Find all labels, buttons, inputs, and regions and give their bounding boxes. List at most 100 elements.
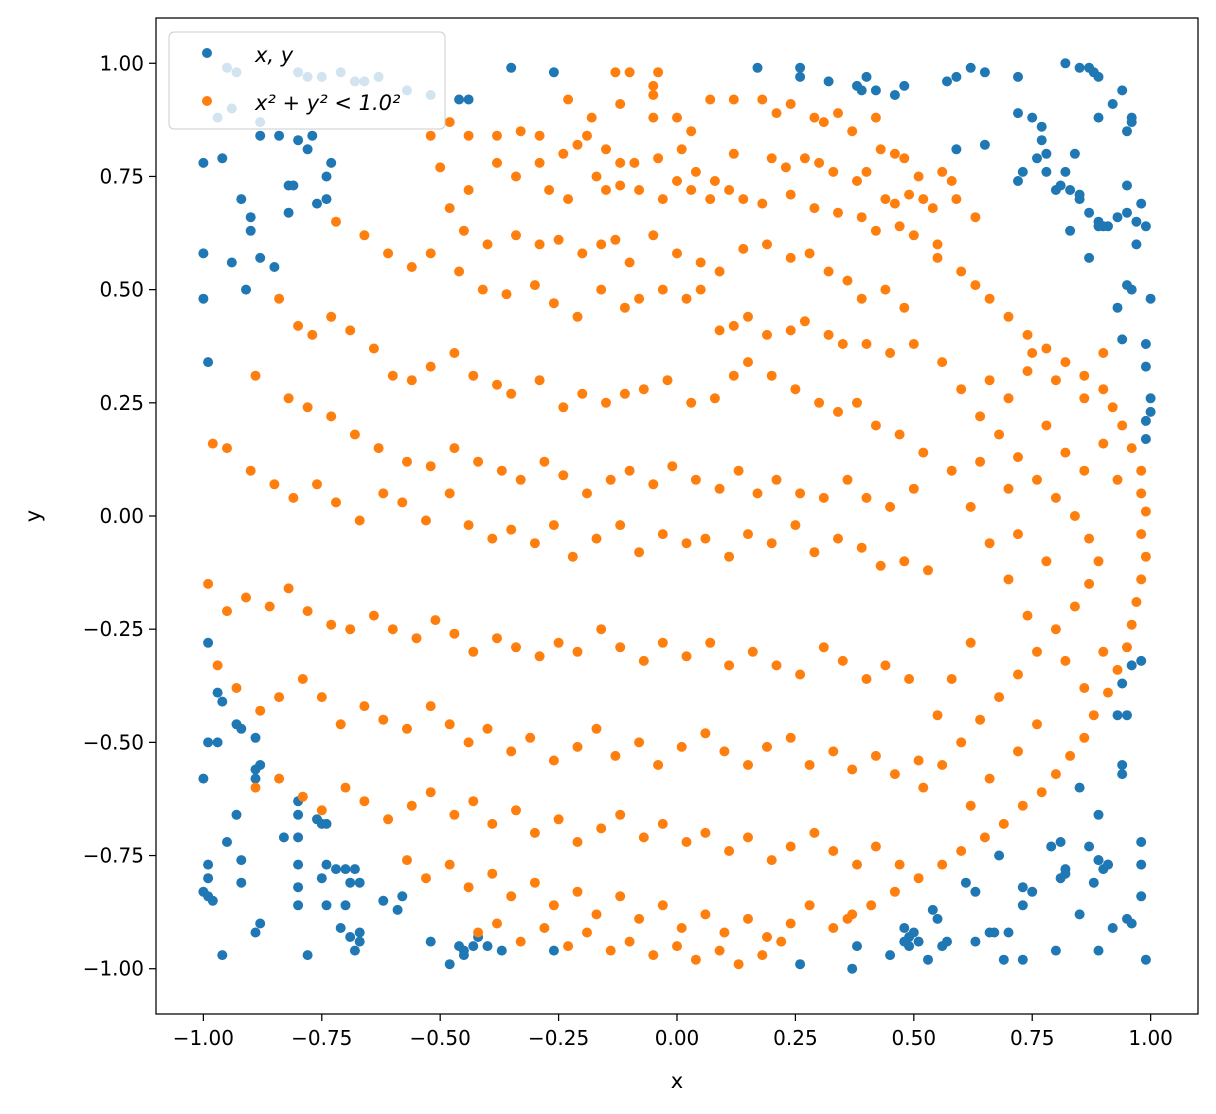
point-series-2 xyxy=(728,94,739,105)
point-series-2 xyxy=(596,239,607,250)
point-series-2 xyxy=(676,144,687,155)
point-series-2 xyxy=(904,674,915,684)
point-series-2 xyxy=(837,339,848,349)
point-series-1 xyxy=(1093,855,1104,866)
point-series-2 xyxy=(482,239,493,250)
point-series-2 xyxy=(1069,601,1080,612)
point-series-2 xyxy=(998,818,1009,829)
point-series-1 xyxy=(468,941,479,952)
point-series-2 xyxy=(610,750,621,761)
point-series-2 xyxy=(852,397,862,408)
point-series-2 xyxy=(444,859,455,870)
point-series-2 xyxy=(842,474,853,485)
point-series-1 xyxy=(217,950,228,961)
plot-area-frame xyxy=(155,17,1199,1015)
point-series-2 xyxy=(610,234,621,245)
point-series-2 xyxy=(889,148,900,159)
point-series-2 xyxy=(359,230,370,241)
point-series-2 xyxy=(743,913,753,924)
point-series-2 xyxy=(1079,370,1090,381)
point-series-2 xyxy=(733,959,744,970)
point-series-1 xyxy=(231,809,242,820)
point-series-2 xyxy=(785,189,796,200)
point-series-2 xyxy=(728,148,739,159)
point-series-2 xyxy=(1050,624,1061,635)
point-series-2 xyxy=(373,443,384,454)
point-series-2 xyxy=(203,578,214,589)
point-series-1 xyxy=(1060,166,1071,177)
point-series-2 xyxy=(548,755,559,766)
point-series-2 xyxy=(695,284,706,295)
point-series-2 xyxy=(596,823,607,834)
point-series-1 xyxy=(795,959,806,970)
point-series-1 xyxy=(198,157,209,168)
point-series-2 xyxy=(553,234,564,245)
point-series-1 xyxy=(932,913,943,924)
point-series-1 xyxy=(354,927,365,938)
point-series-2 xyxy=(331,216,341,227)
point-series-1 xyxy=(870,85,881,96)
point-series-1 xyxy=(1103,859,1113,870)
point-series-2 xyxy=(1017,800,1028,811)
point-series-2 xyxy=(648,950,659,961)
point-series-2 xyxy=(657,637,668,648)
point-series-2 xyxy=(529,877,540,888)
point-series-2 xyxy=(657,818,668,829)
point-series-1 xyxy=(278,832,289,843)
point-series-2 xyxy=(833,108,843,119)
point-series-2 xyxy=(563,94,574,105)
point-series-2 xyxy=(970,280,981,291)
point-series-1 xyxy=(198,248,209,259)
point-series-1 xyxy=(1093,945,1104,956)
point-series-2 xyxy=(1093,556,1104,567)
point-series-2 xyxy=(984,773,995,784)
point-series-2 xyxy=(956,384,967,395)
point-series-1 xyxy=(1117,334,1128,345)
point-series-2 xyxy=(965,501,976,512)
point-series-2 xyxy=(676,923,687,933)
point-series-1 xyxy=(1074,909,1085,920)
point-series-2 xyxy=(492,633,502,644)
point-series-2 xyxy=(548,520,559,531)
x-tick-label: 0.25 xyxy=(773,1026,818,1050)
point-series-2 xyxy=(880,284,891,295)
y-tick-label: 0.25 xyxy=(99,391,144,415)
point-series-2 xyxy=(1013,452,1023,463)
point-series-1 xyxy=(979,139,990,150)
point-series-2 xyxy=(700,827,711,838)
point-series-2 xyxy=(785,841,796,852)
point-series-2 xyxy=(757,198,768,209)
y-tick-label: 0.50 xyxy=(99,278,144,302)
point-series-2 xyxy=(529,538,540,549)
point-series-1 xyxy=(217,153,228,164)
point-series-2 xyxy=(534,651,545,662)
point-series-2 xyxy=(307,329,318,340)
point-series-2 xyxy=(553,814,564,825)
point-series-2 xyxy=(563,194,574,205)
point-series-1 xyxy=(885,950,896,961)
point-series-1 xyxy=(335,923,346,933)
point-series-2 xyxy=(908,230,919,241)
point-series-2 xyxy=(648,112,659,123)
point-series-2 xyxy=(743,529,753,540)
point-series-1 xyxy=(548,945,559,956)
point-series-1 xyxy=(345,877,356,888)
point-series-1 xyxy=(236,194,247,205)
point-series-2 xyxy=(889,769,900,780)
point-series-1 xyxy=(1117,85,1128,96)
point-series-1 xyxy=(293,832,304,843)
point-series-1 xyxy=(236,723,247,734)
point-series-2 xyxy=(634,185,645,195)
y-tick-label: −0.75 xyxy=(83,844,144,868)
point-series-2 xyxy=(1103,687,1113,698)
point-series-1 xyxy=(1055,837,1066,847)
point-series-2 xyxy=(814,157,825,168)
point-series-1 xyxy=(349,945,360,956)
point-series-2 xyxy=(681,538,692,549)
point-series-1 xyxy=(1122,207,1132,218)
point-series-1 xyxy=(1013,71,1023,82)
point-series-1 xyxy=(1112,212,1123,223)
point-series-2 xyxy=(809,112,820,123)
point-series-2 xyxy=(984,375,995,386)
point-series-1 xyxy=(1036,121,1047,132)
